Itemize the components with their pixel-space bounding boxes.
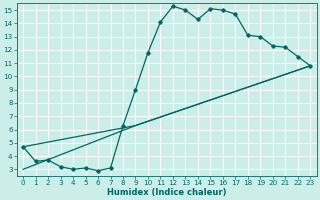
X-axis label: Humidex (Indice chaleur): Humidex (Indice chaleur)	[107, 188, 227, 197]
